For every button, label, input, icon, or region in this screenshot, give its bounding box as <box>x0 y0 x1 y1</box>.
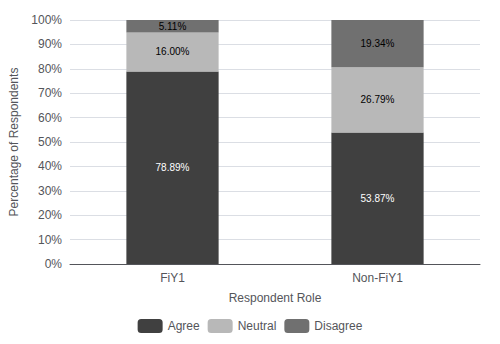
svg-text:70%: 70% <box>38 86 62 100</box>
svg-text:60%: 60% <box>38 111 62 125</box>
svg-text:53.87%: 53.87% <box>361 193 395 204</box>
svg-text:Percentage of Respondents: Percentage of Respondents <box>7 68 21 217</box>
svg-text:80%: 80% <box>38 62 62 76</box>
svg-text:40%: 40% <box>38 159 62 173</box>
svg-text:FiY1: FiY1 <box>160 271 185 285</box>
svg-text:90%: 90% <box>38 37 62 51</box>
svg-text:10%: 10% <box>38 233 62 247</box>
svg-text:Respondent Role: Respondent Role <box>229 291 322 305</box>
svg-text:Disagree: Disagree <box>314 319 362 333</box>
svg-text:30%: 30% <box>38 184 62 198</box>
svg-text:78.89%: 78.89% <box>156 162 190 173</box>
svg-text:Agree: Agree <box>168 319 200 333</box>
svg-text:5.11%: 5.11% <box>159 21 187 32</box>
svg-text:16.00%: 16.00% <box>156 46 190 57</box>
svg-text:50%: 50% <box>38 135 62 149</box>
svg-text:20%: 20% <box>38 208 62 222</box>
svg-text:0%: 0% <box>45 257 63 271</box>
svg-text:Non-FiY1: Non-FiY1 <box>352 271 403 285</box>
svg-text:26.79%: 26.79% <box>361 94 395 105</box>
svg-text:100%: 100% <box>31 13 62 27</box>
svg-text:Neutral: Neutral <box>238 319 277 333</box>
svg-text:19.34%: 19.34% <box>361 38 395 49</box>
